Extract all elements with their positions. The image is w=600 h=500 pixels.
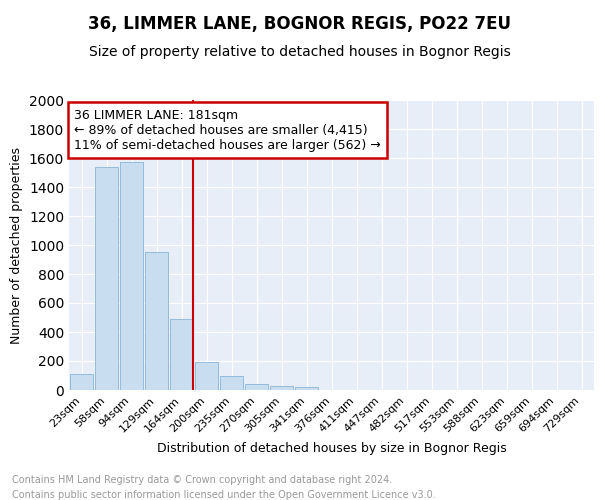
Text: Contains HM Land Registry data © Crown copyright and database right 2024.: Contains HM Land Registry data © Crown c… bbox=[12, 475, 392, 485]
Text: Contains public sector information licensed under the Open Government Licence v3: Contains public sector information licen… bbox=[12, 490, 436, 500]
Bar bbox=[295, 387, 318, 390]
Bar bbox=[145, 252, 168, 390]
Bar bbox=[95, 166, 118, 390]
X-axis label: Distribution of detached houses by size in Bognor Regis: Distribution of detached houses by size … bbox=[157, 442, 506, 455]
Bar bbox=[270, 386, 293, 390]
Bar bbox=[170, 319, 193, 390]
Text: 36, LIMMER LANE, BOGNOR REGIS, PO22 7EU: 36, LIMMER LANE, BOGNOR REGIS, PO22 7EU bbox=[89, 15, 511, 33]
Bar bbox=[70, 374, 93, 390]
Bar bbox=[195, 362, 218, 390]
Bar bbox=[245, 384, 268, 390]
Y-axis label: Number of detached properties: Number of detached properties bbox=[10, 146, 23, 344]
Bar bbox=[120, 162, 143, 390]
Text: 36 LIMMER LANE: 181sqm
← 89% of detached houses are smaller (4,415)
11% of semi-: 36 LIMMER LANE: 181sqm ← 89% of detached… bbox=[74, 108, 381, 152]
Text: Size of property relative to detached houses in Bognor Regis: Size of property relative to detached ho… bbox=[89, 45, 511, 59]
Bar bbox=[220, 376, 243, 390]
